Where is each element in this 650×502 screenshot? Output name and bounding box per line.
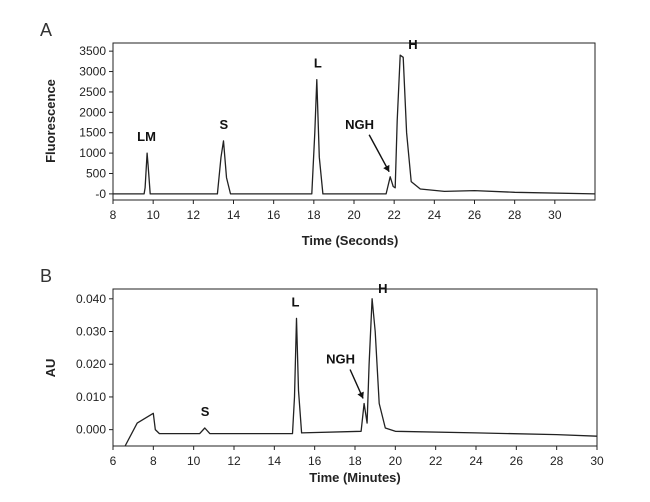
peak-label-s: S (201, 404, 210, 419)
panel-b-y-tick-label: 0.030 (76, 325, 106, 339)
panel-b-letter: B (40, 266, 52, 286)
panel-b-y-ticks: 0.000 0.010 0.020 0.030 0.040 (76, 292, 113, 437)
peak-arrow-ngh (349, 369, 364, 399)
panel-a-x-tick-label: 28 (508, 208, 522, 222)
panel-a-y-tick-label: 3500 (79, 44, 106, 58)
panel-a-annotations: LM S L NGH H (137, 37, 418, 173)
panel-b-x-tick-label: 20 (389, 454, 403, 468)
panel-a-x-tick-label: 26 (468, 208, 482, 222)
panel-a-x-ticks: 8 10 12 14 16 18 20 22 24 26 28 30 (110, 200, 562, 222)
panel-b-x-tick-label: 12 (227, 454, 241, 468)
panel-a-x-tick-label: 24 (428, 208, 442, 222)
panel-a-x-tick-label: 20 (347, 208, 361, 222)
panel-a-x-tick-label: 8 (110, 208, 117, 222)
panel-b-ylabel: AU (43, 359, 58, 378)
panel-a-trace (113, 54, 596, 195)
panel-b-plot-frame (112, 288, 598, 447)
panel-a: A Fluorescence Time (Seconds) -0 500 1000 1… (40, 20, 596, 248)
panel-a-y-tick-label: 3000 (79, 65, 106, 79)
panel-b-trace (124, 298, 598, 447)
panel-a-ylabel: Fluorescence (43, 79, 58, 163)
panel-a-y-tick-label: -0 (95, 187, 106, 201)
peak-label-ngh: NGH (345, 117, 374, 132)
panel-a-x-tick-label: 10 (146, 208, 160, 222)
panel-a-letter: A (40, 20, 52, 40)
panel-a-y-tick-label: 2000 (79, 105, 106, 119)
peak-label-h: H (408, 37, 417, 52)
panel-a-y-tick-label: 1500 (79, 126, 106, 140)
panel-b-x-tick-label: 26 (510, 454, 524, 468)
peak-label-lm: LM (137, 129, 156, 144)
peak-label-l: L (314, 56, 322, 71)
panel-a-y-ticks: -0 500 1000 1500 2000 2500 3000 3500 (79, 44, 113, 201)
panel-b-x-tick-label: 30 (590, 454, 604, 468)
panel-a-x-tick-label: 14 (227, 208, 241, 222)
panel-b-annotations: S L NGH H (201, 281, 388, 419)
panel-b-y-tick-label: 0.040 (76, 292, 106, 306)
panel-b-x-tick-label: 24 (469, 454, 483, 468)
panel-a-x-tick-label: 22 (387, 208, 401, 222)
peak-label-s: S (219, 117, 228, 132)
peak-label-l: L (292, 294, 300, 309)
panel-a-y-tick-label: 2500 (79, 85, 106, 99)
panel-b-x-tick-label: 22 (429, 454, 443, 468)
panel-b-y-tick-label: 0.000 (76, 423, 106, 437)
panel-a-x-tick-label: 12 (187, 208, 201, 222)
panel-a-xlabel: Time (Seconds) (302, 233, 399, 248)
panel-b-y-tick-label: 0.020 (76, 357, 106, 371)
panel-b-x-tick-label: 14 (268, 454, 282, 468)
peak-arrow-ngh (368, 134, 390, 173)
peak-label-h: H (378, 281, 387, 296)
panel-b-x-ticks: 6 8 10 12 14 16 18 20 22 24 26 28 30 (110, 446, 604, 468)
panel-b-x-tick-label: 16 (308, 454, 322, 468)
panel-a-x-tick-label: 18 (307, 208, 321, 222)
panel-a-x-tick-label: 30 (548, 208, 562, 222)
panel-b-x-tick-label: 28 (550, 454, 564, 468)
panel-a-y-tick-label: 1000 (79, 146, 106, 160)
panel-b-y-tick-label: 0.010 (76, 390, 106, 404)
peak-label-ngh: NGH (326, 351, 355, 366)
panel-b-x-tick-label: 6 (110, 454, 117, 468)
panel-b-xlabel: Time (Minutes) (309, 470, 401, 485)
panel-b: B AU Time (Minutes) 0.000 0.010 0.020 0.030… (40, 266, 604, 485)
panel-a-x-tick-label: 16 (267, 208, 281, 222)
panel-b-x-tick-label: 10 (187, 454, 201, 468)
panel-b-x-tick-label: 18 (348, 454, 362, 468)
panel-b-x-tick-label: 8 (150, 454, 157, 468)
panel-a-y-tick-label: 500 (86, 166, 106, 180)
